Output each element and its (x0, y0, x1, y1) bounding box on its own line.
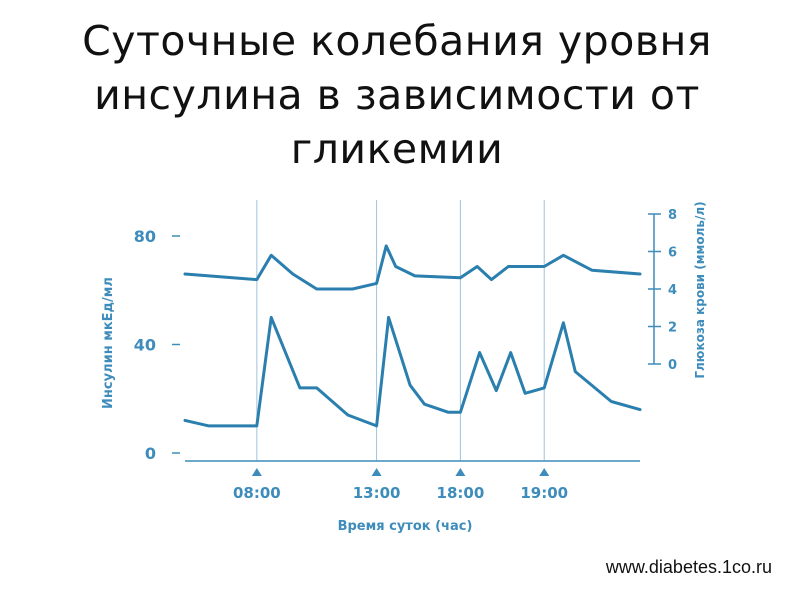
meal-time-label: 13:00 (353, 484, 401, 502)
meal-marker-triangle (539, 468, 550, 476)
left-tick-label: 0 (145, 444, 156, 463)
meal-marker-triangle (371, 468, 382, 476)
meal-time-label: 08:00 (233, 484, 281, 502)
right-tick-label: 2 (668, 321, 677, 336)
y-axis-label-left: Инсулин мкЕд/мл (101, 277, 116, 409)
right-tick-label: 8 (668, 208, 677, 223)
x-axis-label: Время суток (час) (338, 519, 473, 534)
meal-time-label: 18:00 (437, 484, 485, 502)
meal-marker-triangle (455, 468, 466, 476)
glucose-series-line (183, 244, 642, 291)
meal-marker-triangle (251, 468, 262, 476)
title-line-2: инсулина в зависимости от (94, 71, 700, 119)
grid-layer (256, 200, 545, 461)
series-layer (183, 244, 642, 428)
title-line-1: Суточные колебания уровня (82, 17, 712, 65)
meal-time-label: 19:00 (520, 484, 568, 502)
right-tick-label: 6 (668, 246, 677, 261)
insulin-series-line (183, 315, 642, 428)
y-axis-label-right: Глюкоза крови (ммоль/л) (693, 201, 707, 378)
title-line-3: гликемии (290, 125, 504, 173)
left-tick-label: 80 (134, 227, 156, 246)
axis-layer: 08:00 13:00 18:00 19:00 0 40 80 0 2 4 6 8 (134, 208, 677, 502)
right-tick-label: 4 (668, 283, 677, 298)
source-url: www.diabetes.1co.ru (605, 557, 772, 577)
right-tick-label: 0 (668, 358, 677, 373)
slide-title: Суточные колебания уровня инсулина в зав… (40, 14, 754, 176)
left-tick-label: 40 (134, 336, 156, 355)
